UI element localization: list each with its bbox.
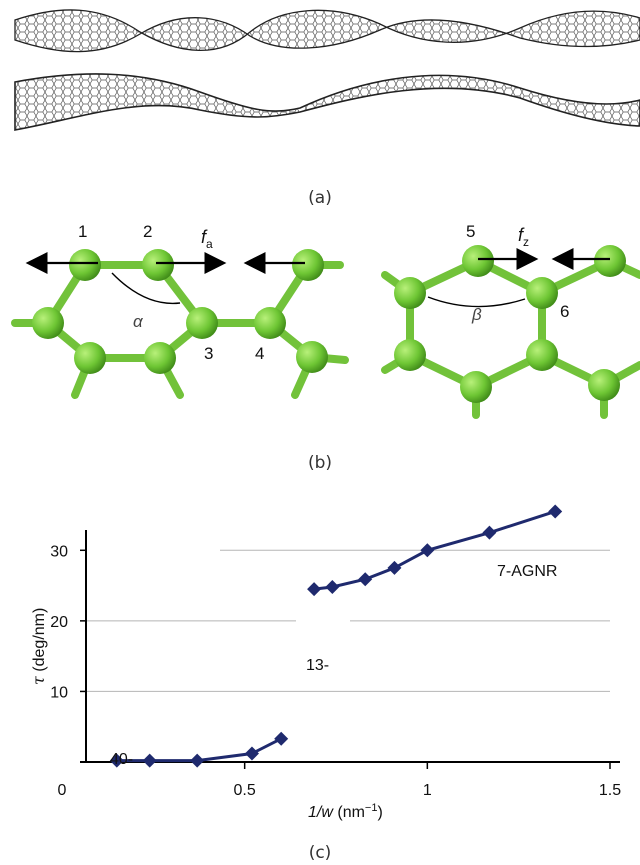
atom-label-4: 4 — [255, 344, 264, 363]
caption-a: (a) — [308, 188, 332, 208]
atom — [144, 342, 176, 374]
right-structure-atoms — [394, 245, 626, 403]
data-point — [190, 753, 205, 768]
x-tick-label: 1 — [423, 782, 432, 799]
series — [109, 504, 563, 768]
atom-3 — [186, 307, 218, 339]
angle-alpha-label: α — [133, 312, 144, 331]
x-axis-label-base: 1/w — [308, 804, 334, 821]
atom — [394, 339, 426, 371]
data-point — [387, 560, 402, 575]
panel-a — [0, 0, 640, 160]
left-structure-atoms — [32, 249, 328, 374]
force-z-label: fz — [518, 225, 529, 249]
data-point — [358, 572, 373, 587]
x-tick-label: 1.5 — [599, 782, 621, 799]
atom-label-6: 6 — [560, 302, 569, 321]
atom — [460, 371, 492, 403]
ribbon-top — [14, 9, 640, 53]
axis-ticks: 10 20 30 0 0.5 1 1.5 — [50, 543, 621, 799]
series-label-7agnr: 7-AGNR — [497, 563, 557, 580]
atom — [526, 339, 558, 371]
atom-label-1: 1 — [78, 222, 87, 241]
atom — [394, 277, 426, 309]
atom — [588, 369, 620, 401]
angle-beta-arc — [427, 296, 526, 308]
data-point — [548, 504, 563, 519]
x-axis-label-close: ) — [377, 804, 382, 821]
x-axis-label-unit: (nm — [337, 804, 365, 821]
x-axis-label-exp: −1 — [365, 802, 378, 814]
y-tick-label: 20 — [50, 614, 68, 631]
data-point — [325, 579, 340, 594]
atom-1 — [69, 249, 101, 281]
atom-2 — [142, 249, 174, 281]
data-point — [244, 746, 259, 761]
force-z-sub: z — [523, 235, 529, 249]
bond-force-diagram: 1 2 3 4 5 6 fa fz α β — [11, 222, 640, 419]
y-axis-label-base: τ — [29, 675, 48, 685]
angle-alpha-arc — [111, 272, 181, 305]
y-axis-label: τ (deg/nm) — [29, 608, 48, 685]
atom-label-5: 5 — [466, 222, 475, 241]
angle-beta-label: β — [471, 305, 482, 324]
y-tick-label: 30 — [50, 543, 68, 560]
force-a-sub: a — [206, 237, 213, 251]
ribbon-bottom — [14, 73, 640, 131]
atom-label-3: 3 — [204, 344, 213, 363]
twisted-ribbons-figure — [14, 9, 640, 131]
atom-label-2: 2 — [143, 222, 152, 241]
data-point — [274, 731, 289, 746]
caption-b: (b) — [307, 453, 333, 473]
data-point — [307, 582, 322, 597]
data-point — [142, 753, 157, 768]
atom — [296, 341, 328, 373]
y-axis-label-unit: (deg/nm) — [31, 608, 48, 672]
force-arrows — [25, 248, 610, 274]
atom-6 — [526, 277, 558, 309]
x-tick-label: 0 — [58, 782, 67, 799]
atom-4 — [254, 307, 286, 339]
twist-chart: 10 20 30 0 0.5 1 1.5 40- 13- 7-AGNR 1/w (nm−1)… — [29, 504, 621, 821]
y-tick-label: 10 — [50, 684, 68, 701]
atom — [292, 249, 324, 281]
data-point — [420, 543, 435, 558]
atom — [74, 342, 106, 374]
caption-c: (c) — [308, 843, 332, 863]
panel-c: 10 20 30 0 0.5 1 1.5 40- 13- 7-AGNR 1/w (nm−1)… — [0, 490, 640, 845]
series-label-40: 40- — [110, 751, 133, 768]
data-point — [109, 753, 124, 768]
force-z-base: f — [518, 225, 525, 245]
series-label-13: 13- — [306, 657, 329, 674]
force-a-base: f — [201, 227, 208, 247]
atom — [594, 245, 626, 277]
atom — [32, 307, 64, 339]
force-a-label: fa — [201, 227, 213, 251]
left-structure-bonds — [11, 261, 349, 399]
data-point — [482, 525, 497, 540]
atom-5 — [462, 245, 494, 277]
x-axis-label: 1/w (nm−1) — [308, 802, 383, 821]
grid — [86, 549, 610, 692]
panel-b: 1 2 3 4 5 6 fa fz α β — [0, 215, 640, 450]
x-tick-label: 0.5 — [234, 782, 256, 799]
